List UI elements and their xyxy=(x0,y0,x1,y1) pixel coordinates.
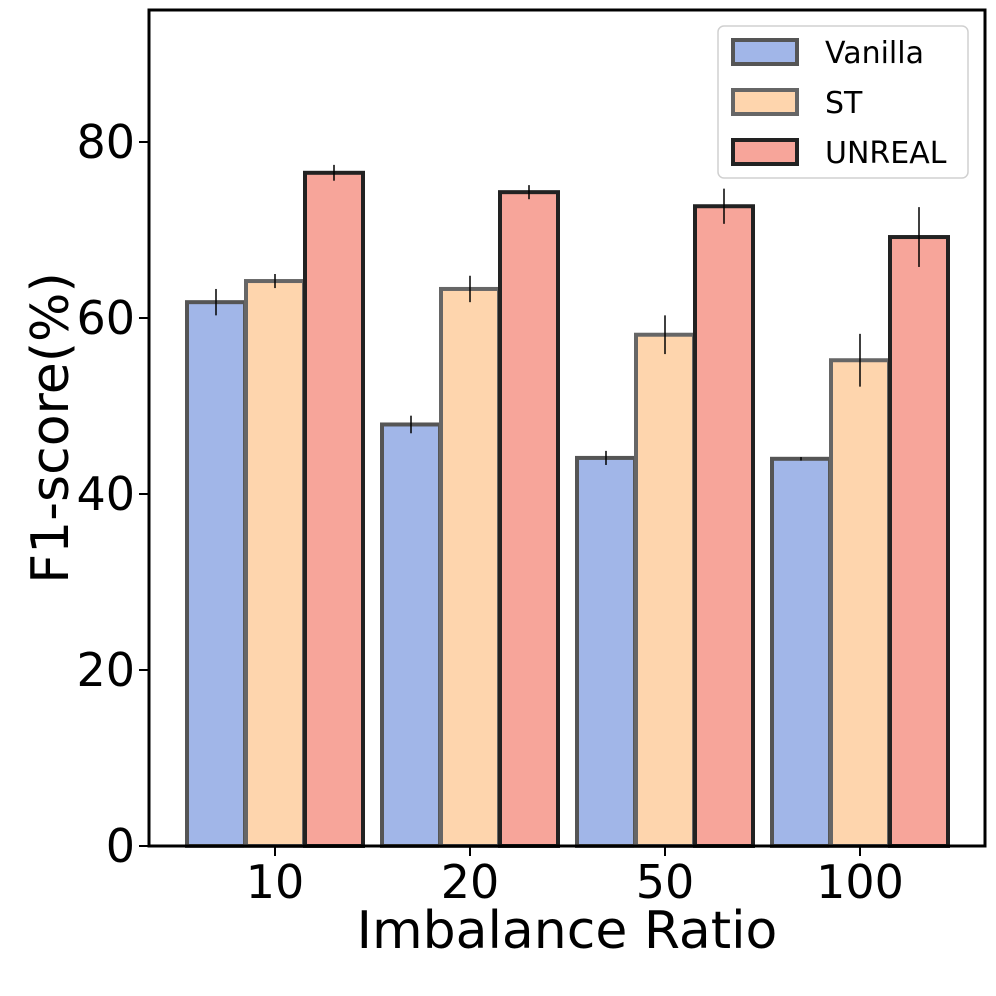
y-tick-label-0: 0 xyxy=(106,819,135,873)
y-tick-label-60: 60 xyxy=(76,291,135,345)
bar-vanilla-100 xyxy=(770,456,832,848)
x-tick-label-20: 20 xyxy=(441,855,500,909)
legend-swatch-st xyxy=(731,88,799,116)
bar-st-20 xyxy=(439,286,501,848)
bar-vanilla-50 xyxy=(575,455,637,848)
y-axis-label: F1-score(%) xyxy=(21,272,81,583)
x-axis-label: Imbalance Ratio xyxy=(357,901,778,961)
bar-unreal-100 xyxy=(888,235,950,849)
x-tick-label-100: 100 xyxy=(816,855,904,909)
y-tick-label-20: 20 xyxy=(76,643,135,697)
errorbars-layer xyxy=(215,164,920,465)
bar-st-50 xyxy=(634,332,696,848)
bar-unreal-10 xyxy=(303,170,365,849)
bars-layer xyxy=(185,170,950,849)
legend: Vanilla ST UNREAL xyxy=(717,25,969,179)
legend-swatch-vanilla xyxy=(731,38,799,66)
legend-label-unreal: UNREAL xyxy=(825,136,947,171)
y-axis-ticks: 0 20 40 60 80 xyxy=(76,115,149,873)
bar-unreal-20 xyxy=(498,190,560,849)
x-tick-label-10: 10 xyxy=(246,855,305,909)
bar-st-10 xyxy=(244,279,306,849)
y-tick-label-80: 80 xyxy=(76,115,135,169)
legend-label-vanilla: Vanilla xyxy=(825,36,924,71)
y-tick-label-40: 40 xyxy=(76,467,135,521)
bar-unreal-50 xyxy=(693,204,755,849)
legend-swatch-unreal xyxy=(731,138,799,166)
x-axis-ticks: 10 20 50 100 xyxy=(246,846,904,909)
bar-st-100 xyxy=(829,358,891,848)
bar-vanilla-10 xyxy=(185,300,247,849)
legend-label-st: ST xyxy=(825,86,863,121)
x-tick-label-50: 50 xyxy=(636,855,695,909)
bar-vanilla-20 xyxy=(380,422,442,848)
plot-frame xyxy=(147,8,987,848)
